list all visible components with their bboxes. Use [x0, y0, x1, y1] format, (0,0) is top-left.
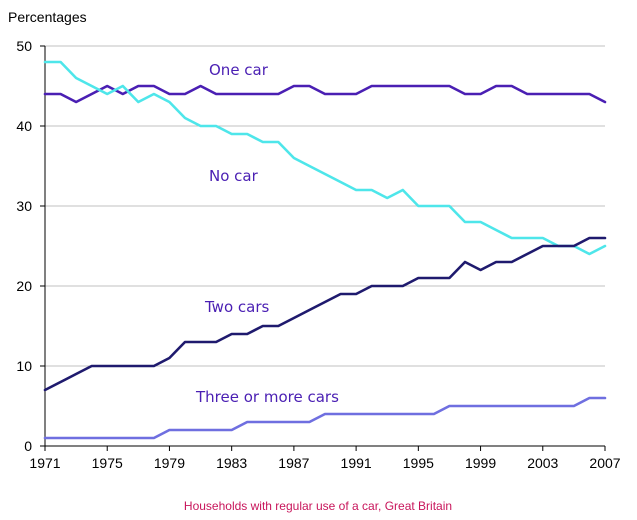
- axes: [40, 45, 606, 451]
- x-tick-label-1995: 1995: [403, 455, 434, 471]
- x-tick-label-1991: 1991: [341, 455, 372, 471]
- series-label-no-car: No car: [209, 167, 259, 185]
- y-tick-labels: 0 10 20 30 40 50: [16, 38, 32, 454]
- y-tick-label-10: 10: [16, 358, 32, 374]
- grid-lines: [45, 45, 605, 367]
- chart-caption: Households with regular use of a car, Gr…: [184, 499, 452, 513]
- x-tick-label-1979: 1979: [154, 455, 185, 471]
- y-tick-label-40: 40: [16, 118, 32, 134]
- y-tick-label-20: 20: [16, 278, 32, 294]
- series-line-no-car: [43, 60, 607, 256]
- series-label-two-cars: Two cars: [204, 298, 269, 316]
- y-tick-label-30: 30: [16, 198, 32, 214]
- series-line-two-cars: [43, 236, 607, 392]
- series-line-one-car: [43, 84, 607, 104]
- x-tick-label-1983: 1983: [216, 455, 247, 471]
- y-tick-label-50: 50: [16, 38, 32, 54]
- y-axis-label: Percentages: [8, 9, 87, 25]
- x-tick-label-1987: 1987: [278, 455, 309, 471]
- x-tick-label-2007: 2007: [589, 455, 620, 471]
- series-label-three-or-more-cars: Three or more cars: [195, 388, 339, 406]
- series-lines: [43, 60, 607, 440]
- x-tick-labels: 1971 1975 1979 1983 1987 1991 1995 1999 2003 2007: [29, 455, 620, 471]
- x-tick-label-1975: 1975: [92, 455, 123, 471]
- y-tick-label-0: 0: [24, 438, 32, 454]
- x-tick-label-2003: 2003: [527, 455, 558, 471]
- x-tick-label-1971: 1971: [29, 455, 60, 471]
- series-line-three-or-more-cars: [43, 396, 607, 440]
- series-labels: One car No car Two cars Three or more ca…: [195, 61, 339, 406]
- x-tick-label-1999: 1999: [465, 455, 496, 471]
- series-label-one-car: One car: [209, 61, 269, 79]
